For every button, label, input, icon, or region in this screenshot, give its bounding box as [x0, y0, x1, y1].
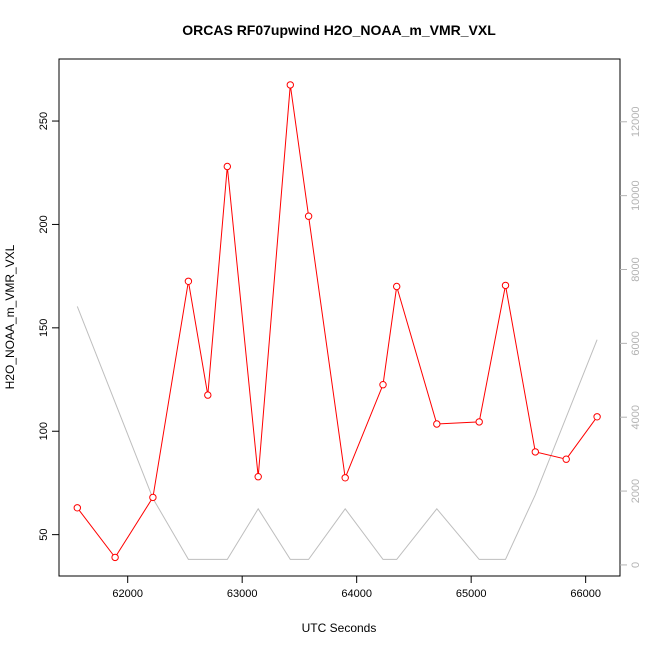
series-layer	[73, 81, 601, 562]
y-tick-label-left: 50	[38, 529, 50, 541]
x-tick-label: 62000	[112, 588, 143, 600]
y-tick-label-left: 200	[38, 215, 50, 233]
y-tick-label-right: 4000	[630, 405, 642, 429]
data-point	[254, 473, 262, 481]
data-point	[562, 455, 570, 463]
x-axis-label: UTC Seconds	[302, 621, 377, 635]
y-tick-label-left: 250	[38, 112, 50, 130]
data-point	[341, 474, 349, 482]
data-point	[475, 418, 483, 426]
chart-title: ORCAS RF07upwind H2O_NOAA_m_VMR_VXL	[182, 22, 496, 38]
y-tick-label-right: 0	[630, 562, 642, 568]
x-tick-label: 66000	[570, 588, 601, 600]
data-point	[501, 281, 510, 290]
data-point	[73, 504, 82, 512]
data-point	[111, 553, 119, 562]
series-line-secondary	[76, 306, 598, 560]
data-point	[379, 381, 387, 389]
y-axis-right: 0 2000 4000 6000 8000 10000 12000	[620, 106, 642, 568]
data-point	[393, 282, 401, 291]
x-tick-label: 64000	[341, 588, 372, 600]
x-axis: 62000 63000 64000 65000 66000	[112, 576, 601, 600]
y-tick-label-right: 10000	[630, 180, 642, 211]
data-point	[184, 277, 193, 285]
data-point	[593, 413, 601, 421]
y-axis-label: H2O_NOAA_m_VMR_VXL	[3, 244, 17, 389]
data-point	[433, 420, 441, 428]
y-tick-label-left: 150	[38, 319, 50, 337]
y-axis-left: 50 100 150 200 250	[38, 112, 59, 541]
data-point	[286, 81, 294, 89]
y-tick-label-right: 12000	[630, 106, 642, 137]
x-tick-label: 63000	[227, 588, 258, 600]
data-point	[204, 391, 212, 399]
series-line-primary	[76, 84, 598, 559]
plot-frame	[58, 58, 621, 577]
y-tick-label-left: 100	[38, 422, 50, 440]
data-point	[223, 162, 232, 171]
x-tick-label: 65000	[456, 588, 487, 600]
y-tick-label-right: 2000	[630, 479, 642, 503]
y-tick-label-right: 6000	[630, 331, 642, 355]
data-point	[531, 448, 539, 456]
y-tick-label-right: 8000	[630, 257, 642, 281]
data-point	[149, 493, 157, 502]
data-point	[304, 212, 313, 220]
